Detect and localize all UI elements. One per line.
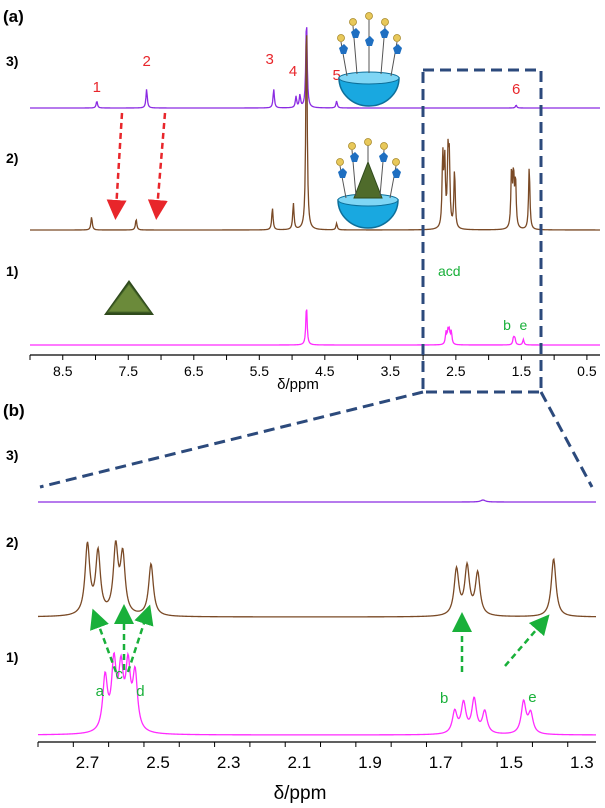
panel-a-tick-label: 1.5	[512, 363, 532, 379]
panel-b-trace-3	[38, 499, 596, 503]
panel-a-tick-label: 7.5	[119, 363, 139, 379]
panel-a-tick-label: 0.5	[577, 363, 597, 379]
peak-label-5: 5	[332, 67, 340, 84]
panel-b-tick-label: 1.9	[358, 753, 382, 772]
panel-b-annotations: acd b e	[96, 666, 537, 707]
panel-a-annotations: 1 2 34 5 6 acd b e	[93, 51, 528, 333]
panel-b-tick-label: 2.7	[76, 753, 100, 772]
shift-arrow-2	[147, 112, 168, 220]
panel-a-tick-label: 6.5	[184, 363, 204, 379]
panel-a-tick-label: 2.5	[446, 363, 466, 379]
peak-label-acd: acd	[438, 263, 461, 279]
panel-a-tick-label: 8.5	[53, 363, 73, 379]
panel-b-trace-label-1: 1)	[6, 649, 18, 665]
zoom-peak-label-b: b	[440, 690, 448, 707]
peak-label-4: 4	[289, 63, 297, 80]
panel-a-tick-label: 3.5	[381, 363, 401, 379]
zoom-peak-label-c: c	[115, 666, 123, 683]
zoom-peak-label-a: a	[96, 683, 105, 700]
host-molecule-icon	[337, 12, 402, 107]
shift-arrow-1	[106, 112, 127, 220]
panel-a-label: (a)	[3, 7, 24, 26]
peak-label-e: e	[519, 317, 527, 333]
panel-a-tick-label: 5.5	[250, 363, 270, 379]
peak-label-b: b	[503, 317, 511, 333]
peak-label-2: 2	[142, 53, 150, 70]
panel-b-x-axis: 2.7 2.5 2.3 2.1 1.9 1.7 1.5 1.3	[37, 741, 596, 772]
panel-b-tick-label: 1.5	[499, 753, 523, 772]
guest-triangle-icon	[104, 280, 154, 315]
panel-b-xlabel: δ/ppm	[274, 783, 327, 804]
peak-label-1: 1	[93, 79, 101, 96]
shift-arrow-e	[504, 614, 550, 667]
peak-label-6: 6	[512, 81, 520, 98]
panel-b-trace-label-3: 3)	[6, 447, 18, 463]
zoom-expand-line-right	[539, 391, 594, 488]
host-guest-complex-icon	[336, 138, 401, 229]
zoom-expand-line-left	[39, 390, 424, 489]
panel-b-tick-label: 2.5	[146, 753, 170, 772]
panel-a-trace-label-2: 2)	[6, 150, 18, 166]
panel-b-tick-label: 2.1	[288, 753, 312, 772]
panel-a-xlabel: δ/ppm	[277, 376, 319, 393]
panel-a-trace-label-1: 1)	[6, 263, 18, 279]
panel-a-trace-3	[30, 27, 600, 109]
panel-b-tick-label: 2.3	[217, 753, 241, 772]
panel-a-trace-1	[30, 309, 600, 346]
panel-b-tick-label: 1.3	[570, 753, 594, 772]
peak-label-3: 3	[266, 51, 274, 68]
zoom-peak-label-d: d	[136, 683, 144, 700]
panel-b-trace-1	[38, 651, 596, 736]
shift-arrow-d	[126, 604, 154, 673]
panel-a-x-axis: 8.5 7.5 6.5 5.5 4.5 3.5 2.5 1.5 0.5	[29, 354, 600, 379]
panel-b-trace-label-2: 2)	[6, 534, 18, 550]
panel-b-label: (b)	[3, 401, 25, 420]
panel-b-tick-label: 1.7	[429, 753, 453, 772]
panel-a-tick-label: 4.5	[315, 363, 335, 379]
zoom-peak-label-e: e	[528, 689, 536, 706]
zoom-region-box	[421, 68, 543, 394]
panel-b-trace-2	[37, 540, 597, 618]
panel-a-trace-label-3: 3)	[6, 53, 18, 69]
panel-a-trace-2	[30, 35, 600, 231]
